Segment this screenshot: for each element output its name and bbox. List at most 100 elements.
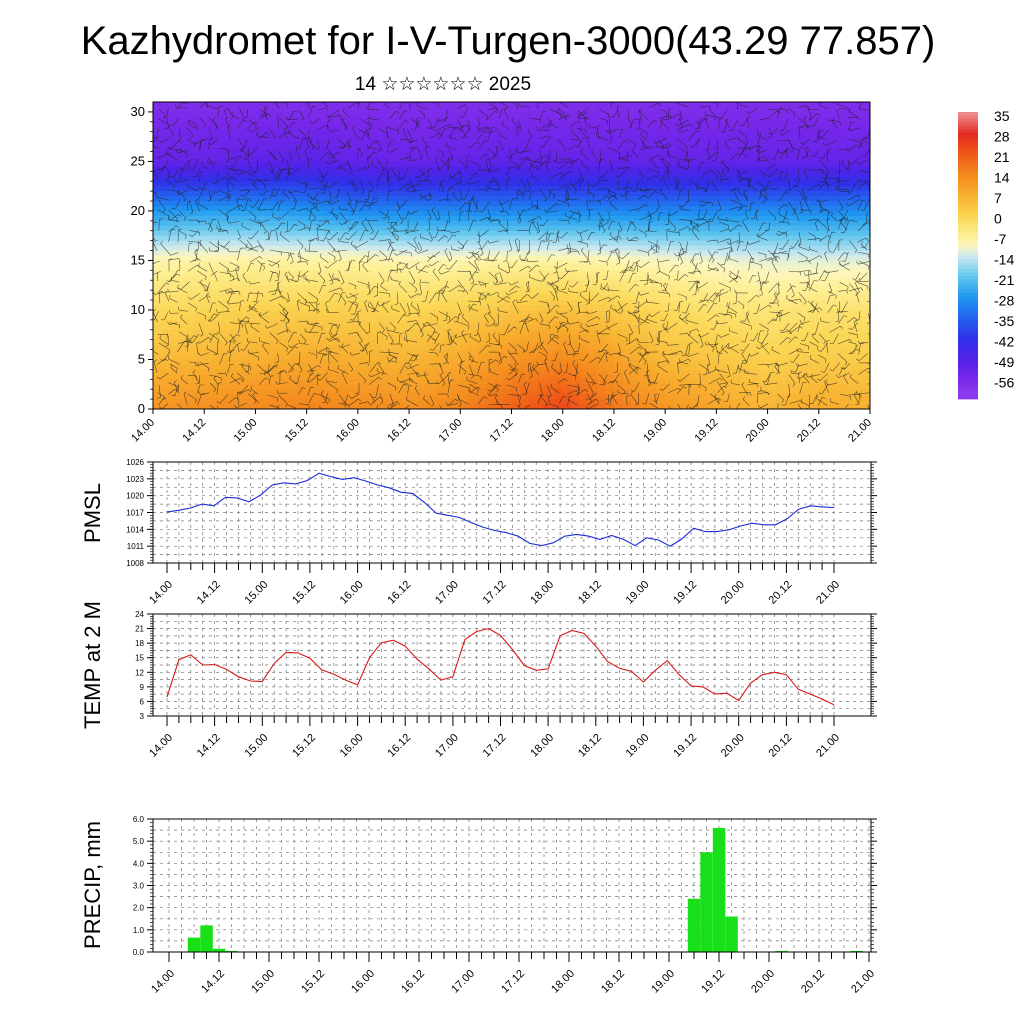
heat-cell xyxy=(204,384,214,390)
heat-cell xyxy=(229,181,239,187)
heat-cell xyxy=(724,156,735,163)
heat-cell xyxy=(468,354,478,361)
heat-cell xyxy=(263,354,274,361)
heat-cell xyxy=(537,354,547,361)
heat-cell xyxy=(477,349,487,356)
heat-cell xyxy=(195,364,205,370)
heat-cell xyxy=(588,379,598,385)
heat-cell xyxy=(187,181,197,187)
heat-cell xyxy=(776,379,786,385)
heat-cell xyxy=(690,136,700,143)
heat-cell xyxy=(409,102,419,108)
heat-cell xyxy=(716,379,726,385)
heat-cell xyxy=(699,146,709,153)
heat-cell xyxy=(349,141,359,148)
heat-cell xyxy=(221,344,231,351)
heat-cell xyxy=(306,285,316,291)
heat-cell xyxy=(750,191,760,197)
heat-cell xyxy=(588,339,598,346)
heat-cell xyxy=(383,280,393,286)
heat-cell xyxy=(682,205,692,212)
heat-cell xyxy=(571,191,581,197)
heat-cell xyxy=(639,305,649,311)
heat-cell xyxy=(818,319,828,326)
heat-cell xyxy=(793,334,803,341)
heat-cell xyxy=(724,285,735,291)
heat-cell xyxy=(434,404,444,409)
heat-cell xyxy=(306,394,316,400)
heat-cell xyxy=(733,295,743,301)
heat-cell xyxy=(596,205,606,212)
heat-cell xyxy=(571,344,581,351)
heat-cell xyxy=(409,359,419,366)
heat-cell xyxy=(741,379,752,385)
heat-cell xyxy=(460,141,470,148)
heat-cell xyxy=(818,374,828,380)
heat-cell xyxy=(323,240,333,247)
heat-cell xyxy=(682,384,692,390)
heat-cell xyxy=(170,364,180,370)
heat-cell xyxy=(204,245,214,252)
heat-cell xyxy=(281,280,291,286)
heat-cell xyxy=(639,270,649,276)
heat-cell xyxy=(400,102,410,108)
heat-cell xyxy=(485,260,496,266)
heat-cell xyxy=(818,176,828,182)
heat-cell xyxy=(187,141,197,148)
heat-cell xyxy=(502,300,513,306)
heat-cell xyxy=(562,319,572,326)
heat-cell xyxy=(528,305,538,311)
heat-cell xyxy=(827,225,837,232)
heat-cell xyxy=(374,344,385,351)
heat-cell xyxy=(272,250,282,257)
heat-cell xyxy=(810,131,820,138)
heat-cell xyxy=(178,290,188,296)
heat-cell xyxy=(784,186,794,192)
heat-cell xyxy=(682,121,692,128)
heat-cell xyxy=(750,339,760,346)
heat-cell xyxy=(332,146,342,153)
heat-cell xyxy=(383,106,393,113)
heat-cell xyxy=(443,344,453,351)
heat-cell xyxy=(801,389,811,395)
heat-cell xyxy=(502,235,513,242)
heat-cell xyxy=(810,191,820,197)
heat-cell xyxy=(392,116,402,123)
heat-cell xyxy=(281,300,291,306)
heat-cell xyxy=(605,186,615,192)
heat-cell xyxy=(511,176,521,182)
heat-cell xyxy=(537,329,547,336)
heat-cell xyxy=(204,369,214,375)
heat-cell xyxy=(272,191,282,197)
heat-cell xyxy=(596,349,606,356)
heat-cell xyxy=(434,369,444,375)
heat-cell xyxy=(545,176,555,182)
heat-cell xyxy=(810,111,820,118)
heat-cell xyxy=(716,319,726,326)
heat-cell xyxy=(605,324,615,331)
heat-cell xyxy=(665,334,675,341)
heat-cell xyxy=(656,161,666,167)
heat-cell xyxy=(528,354,538,361)
heat-cell xyxy=(263,374,274,380)
heat-cell xyxy=(255,300,265,306)
heat-cell xyxy=(537,161,547,167)
heat-cell xyxy=(443,146,453,153)
heat-cell xyxy=(263,191,274,197)
heat-cell xyxy=(545,235,555,242)
heat-cell xyxy=(272,309,282,316)
heat-cell xyxy=(707,329,717,336)
heat-cell xyxy=(776,265,786,271)
heat-cell xyxy=(332,240,342,247)
heat-cell xyxy=(631,280,641,286)
heat-cell xyxy=(238,186,248,192)
heat-cell xyxy=(170,166,180,172)
heat-cell xyxy=(596,344,606,351)
heat-cell xyxy=(707,270,717,276)
heat-cell xyxy=(178,171,188,177)
heat-cell xyxy=(784,374,794,380)
heat-cell xyxy=(545,305,555,311)
heat-cell xyxy=(605,354,615,361)
heat-cell xyxy=(238,374,248,380)
heat-cell xyxy=(426,141,436,148)
